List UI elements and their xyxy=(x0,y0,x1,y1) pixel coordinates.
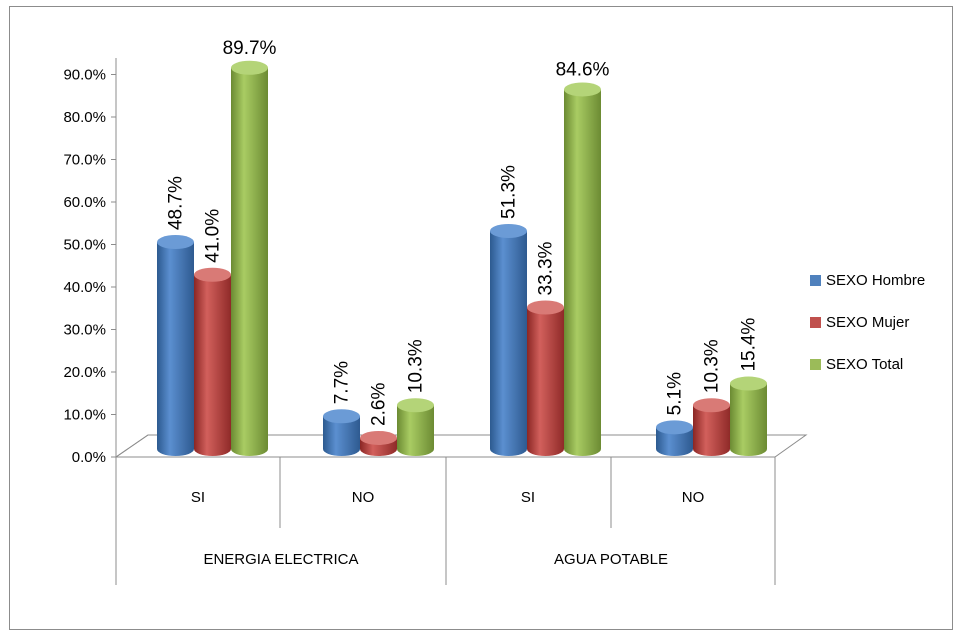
y-tick-label: 60.0% xyxy=(63,194,106,211)
data-label: 84.6% xyxy=(556,59,610,80)
data-label: 5.1% xyxy=(665,372,686,415)
data-label: 10.3% xyxy=(702,339,723,393)
data-label: 10.3% xyxy=(406,339,427,393)
y-tick-label: 40.0% xyxy=(63,279,106,296)
x-group-label: ENERGIA ELECTRICA xyxy=(203,551,358,568)
bar-body xyxy=(323,416,360,457)
bar-top xyxy=(693,398,730,413)
bar-top xyxy=(194,267,231,282)
bar-top xyxy=(397,398,434,413)
bar-top xyxy=(360,430,397,445)
y-tick-label: 30.0% xyxy=(63,322,106,339)
bar-body xyxy=(693,405,730,457)
bar xyxy=(157,235,194,457)
bar xyxy=(730,376,767,457)
y-tick-label: 90.0% xyxy=(63,67,106,84)
bar-body xyxy=(730,383,767,457)
bar-top xyxy=(157,235,194,250)
bar-top xyxy=(490,223,527,238)
bar xyxy=(360,430,397,457)
y-tick-label: 20.0% xyxy=(63,364,106,381)
bar-top xyxy=(730,376,767,391)
data-label: 33.3% xyxy=(536,241,557,295)
y-tick-label: 50.0% xyxy=(63,237,106,254)
data-labels: 48.7% 41.0% 89.7% 7.7% 2.6% 10.3% 51.3% 33.3% 84… xyxy=(166,38,760,426)
bar xyxy=(693,398,730,457)
legend-label: SEXO Mujer xyxy=(826,314,909,331)
bar-top xyxy=(231,60,268,75)
x-tick-label: NO xyxy=(352,489,375,506)
legend-swatch xyxy=(810,359,821,370)
legend-label: SEXO Hombre xyxy=(826,272,925,289)
y-tick-labels: 0.0% 10.0% 20.0% 30.0% 40.0% 50.0% 60.0% 70.0% 8… xyxy=(63,67,116,466)
floor-back-left xyxy=(115,434,149,458)
bar xyxy=(656,420,693,457)
bar xyxy=(231,60,268,457)
bar xyxy=(564,82,601,457)
bar-top xyxy=(564,82,601,97)
axes xyxy=(115,58,808,458)
bar-top xyxy=(323,409,360,424)
y-tick-label: 80.0% xyxy=(63,109,106,126)
bar-body xyxy=(564,89,601,457)
bar-top xyxy=(656,420,693,435)
x-axis-labels: SI NO SI NO ENERGIA ELECTRICA AGUA POTABLE xyxy=(191,489,704,568)
legend-swatch xyxy=(810,275,821,286)
bar-body xyxy=(157,242,194,457)
category-dividers xyxy=(115,457,776,585)
data-label: 48.7% xyxy=(166,176,187,230)
bar xyxy=(490,223,527,457)
bar xyxy=(194,267,231,457)
bar-body xyxy=(527,307,564,457)
x-group-label: AGUA POTABLE xyxy=(554,551,668,568)
data-label: 89.7% xyxy=(223,38,277,59)
data-label: 7.7% xyxy=(332,361,353,404)
bar xyxy=(527,300,564,457)
bar-body xyxy=(194,274,231,457)
data-label: 51.3% xyxy=(499,165,520,219)
bar-body xyxy=(397,405,434,457)
bar xyxy=(323,409,360,457)
legend-label: SEXO Total xyxy=(826,356,903,373)
x-tick-label: SI xyxy=(191,489,205,506)
bar-top xyxy=(527,300,564,315)
bar-body xyxy=(231,67,268,457)
legend-swatch xyxy=(810,317,821,328)
bar-body xyxy=(490,230,527,457)
data-label: 2.6% xyxy=(369,383,390,426)
data-label: 15.4% xyxy=(739,318,760,372)
data-label: 41.0% xyxy=(203,209,224,263)
y-tick-label: 0.0% xyxy=(72,449,106,466)
legend: SEXO Hombre SEXO Mujer SEXO Total xyxy=(810,272,925,373)
bar-body xyxy=(656,427,693,457)
bars xyxy=(157,60,767,457)
y-tick-label: 10.0% xyxy=(63,407,106,424)
bar xyxy=(397,398,434,457)
x-tick-label: SI xyxy=(521,489,535,506)
y-tick-label: 70.0% xyxy=(63,152,106,169)
x-tick-label: NO xyxy=(682,489,705,506)
